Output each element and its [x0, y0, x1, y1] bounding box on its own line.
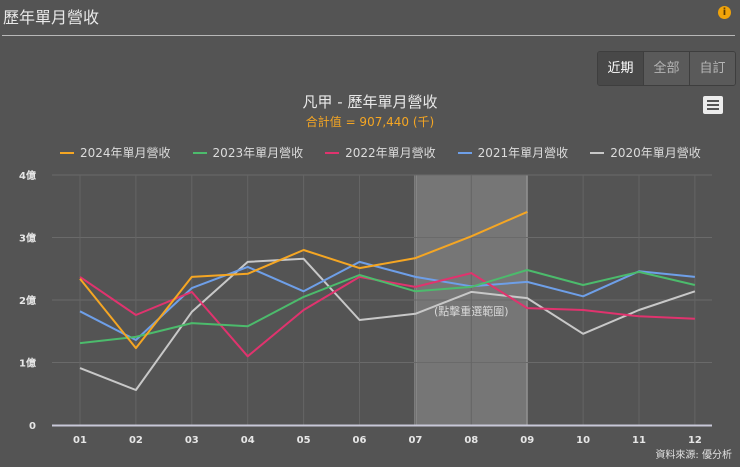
x-tick-label: 09	[520, 435, 534, 446]
legend-swatch	[192, 151, 207, 154]
legend-swatch	[325, 151, 340, 154]
series-line[interactable]	[79, 210, 528, 350]
legend-label: 2020年單月營收	[610, 146, 701, 160]
legend-label: 2022年單月營收	[345, 146, 436, 160]
x-tick-label: 07	[408, 435, 422, 446]
x-tick-label: 01	[73, 435, 87, 446]
legend-swatch	[457, 151, 472, 154]
range-button-all[interactable]: 全部	[644, 52, 690, 85]
header-divider	[2, 35, 735, 36]
legend-item[interactable]: 2021年單月營收	[457, 144, 569, 161]
y-tick-label: 4億	[19, 169, 36, 182]
chart-subtitle: 合計值 = 907,440 (千)	[305, 115, 435, 129]
chart-legend: 2024年單月營收 2023年單月營收 2022年單月營收 2021年單月營收 2020…	[60, 144, 723, 161]
data-source: 資料來源: 優分析	[655, 450, 732, 461]
selection-hint: (點擊重選範圍)	[434, 304, 509, 318]
legend-swatch	[60, 151, 74, 154]
x-tick-label: 04	[241, 435, 255, 446]
x-tick-label: 12	[688, 435, 702, 446]
legend-item[interactable]: 2024年單月營收	[60, 144, 171, 161]
x-tick-label: 08	[464, 435, 478, 446]
x-tick-label: 02	[129, 435, 143, 446]
legend-item[interactable]: 2020年單月營收	[590, 144, 701, 161]
x-tick-label: 05	[297, 435, 311, 446]
info-icon[interactable]: i	[718, 6, 731, 19]
range-button-recent[interactable]: 近期	[598, 52, 644, 85]
y-tick-label: 3億	[19, 232, 36, 245]
series-line[interactable]	[79, 272, 695, 358]
y-tick-label: 0	[29, 421, 36, 432]
selection-range[interactable]	[415, 175, 528, 425]
legend-swatch	[590, 151, 605, 154]
x-tick-label: 06	[353, 435, 367, 446]
hamburger-menu-icon[interactable]	[703, 96, 723, 114]
y-tick-label: 2億	[19, 294, 36, 307]
x-tick-label: 03	[185, 435, 199, 446]
series-line[interactable]	[79, 257, 696, 391]
y-tick-label: 1億	[19, 357, 36, 370]
chart-title: 凡甲 - 歷年單月營收	[302, 93, 438, 111]
range-button-custom[interactable]: 自訂	[690, 52, 735, 85]
range-selector: 近期 全部 自訂	[597, 51, 736, 86]
legend-label: 2023年單月營收	[212, 146, 304, 160]
x-tick-label: 11	[632, 435, 646, 446]
x-tick-label: 10	[576, 435, 590, 446]
series-line[interactable]	[79, 269, 696, 345]
legend-label: 2021年單月營收	[477, 146, 569, 160]
legend-item[interactable]: 2022年單月營收	[325, 144, 436, 161]
legend-item[interactable]: 2023年單月營收	[192, 144, 304, 161]
legend-label: 2024年單月營收	[80, 146, 171, 160]
panel-title: 歷年單月營收	[3, 8, 100, 27]
series-line[interactable]	[79, 260, 695, 341]
